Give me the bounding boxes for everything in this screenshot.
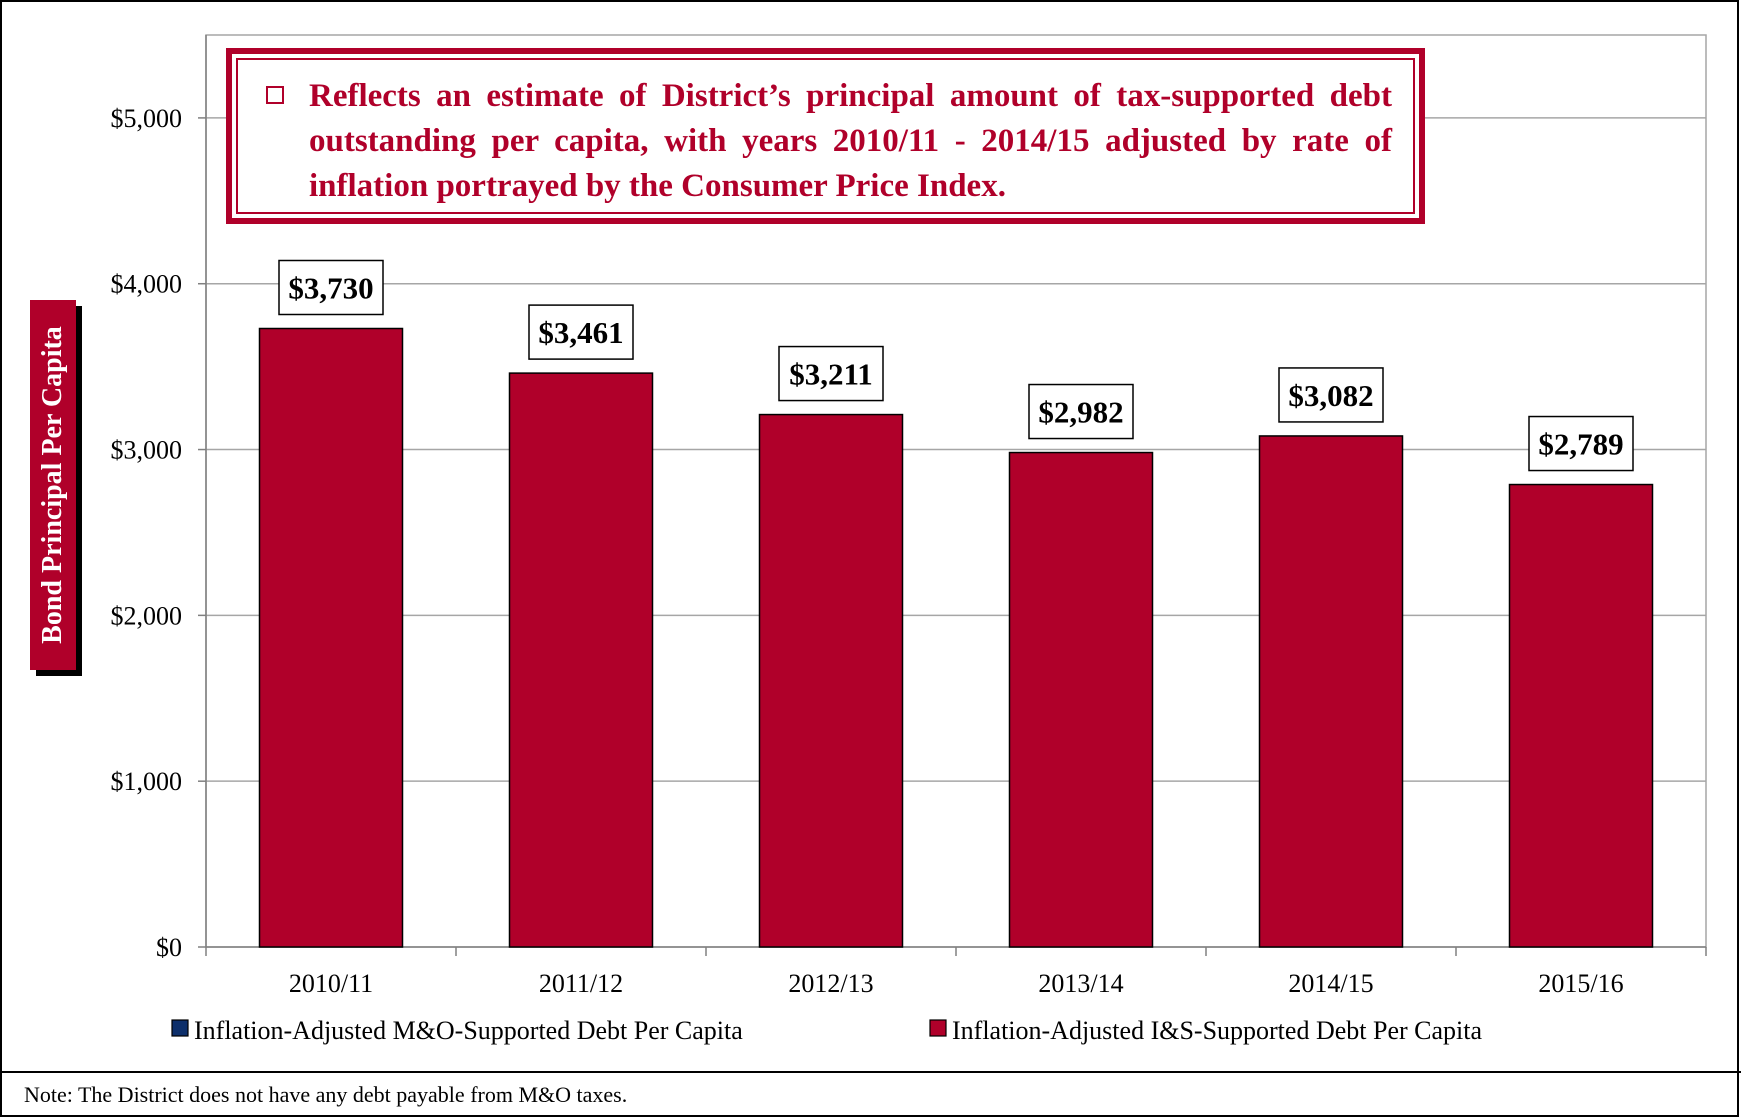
legend-label: Inflation-Adjusted M&O-Supported Debt Pe… xyxy=(194,1016,743,1045)
data-label: $2,789 xyxy=(1538,427,1623,462)
data-label-box xyxy=(528,304,634,360)
x-tick-label: 2013/14 xyxy=(1038,969,1123,998)
footnote: Note: The District does not have any deb… xyxy=(24,1082,628,1107)
x-tick-label: 2012/13 xyxy=(788,969,873,998)
data-label: $3,082 xyxy=(1288,378,1373,413)
bar xyxy=(1508,483,1654,948)
data-label: $3,730 xyxy=(288,270,373,305)
x-tick-label: 2014/15 xyxy=(1288,969,1373,998)
y-axis-label: Bond Principal Per Capita xyxy=(37,326,68,644)
legend-swatch xyxy=(929,1019,947,1037)
data-label-box xyxy=(1028,383,1134,440)
x-tick-label: 2010/11 xyxy=(289,969,373,998)
x-tick-label: 2015/16 xyxy=(1538,969,1623,998)
bar xyxy=(1008,451,1154,948)
data-label-box xyxy=(1278,367,1384,423)
y-tick-label: $4,000 xyxy=(111,270,183,299)
callout-box: Reflects an estimate of District’s princ… xyxy=(226,48,1425,224)
y-tick-label: $3,000 xyxy=(111,436,183,465)
data-label-box xyxy=(278,259,384,316)
bar xyxy=(758,413,904,948)
bar xyxy=(508,372,654,948)
y-axis-label-box xyxy=(30,300,76,670)
data-label-box xyxy=(778,345,884,402)
data-label: $3,461 xyxy=(538,315,623,350)
callout-inner-border xyxy=(236,58,1415,214)
legend-label: Inflation-Adjusted I&S-Supported Debt Pe… xyxy=(952,1016,1482,1045)
x-tick-label: 2011/12 xyxy=(539,969,623,998)
y-tick-label: $0 xyxy=(156,933,182,962)
y-tick-label: $2,000 xyxy=(111,601,183,630)
callout-text: Reflects an estimate of District’s princ… xyxy=(309,78,1392,204)
data-label: $3,211 xyxy=(789,357,873,392)
y-tick-label: $5,000 xyxy=(111,104,183,133)
note-divider xyxy=(0,1071,1741,1073)
checkbox-bullet-icon xyxy=(266,86,284,104)
y-tick-label: $1,000 xyxy=(111,767,183,796)
bar xyxy=(1258,435,1404,948)
data-label: $2,982 xyxy=(1038,395,1123,430)
data-label-box xyxy=(1528,415,1634,472)
bar xyxy=(258,327,404,948)
legend-swatch xyxy=(171,1019,189,1037)
